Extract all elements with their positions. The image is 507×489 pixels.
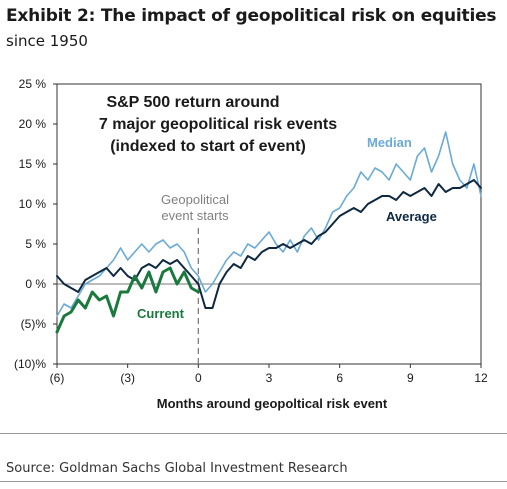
y-tick-label: (10)%: [14, 357, 46, 371]
current-series-label: Current: [137, 306, 185, 321]
bottom-divider: [0, 481, 507, 482]
x-tick-label: (3): [120, 371, 135, 385]
chart-title-line-1: S&P 500 return around: [106, 94, 279, 111]
x-tick-label: 3: [266, 371, 273, 385]
median-series-line: [56, 131, 482, 317]
x-axis-title: Months around geopoltical risk event: [157, 396, 388, 411]
y-tick-label: (5)%: [21, 317, 47, 331]
current-series-line: [55, 266, 200, 334]
y-tick-label: 15 %: [19, 157, 47, 171]
average-series-line: [56, 179, 482, 309]
event-label-line-2: event starts: [161, 208, 229, 223]
exhibit-title: Exhibit 2: The impact of geopolitical ri…: [6, 6, 497, 26]
exhibit-subtitle: since 1950: [6, 32, 88, 50]
source-note: Source: Goldman Sachs Global Investment …: [6, 461, 348, 476]
x-tick-label: 0: [195, 371, 202, 385]
x-tick-label: (6): [50, 371, 65, 385]
chart-title-line-3: (indexed to start of event): [110, 138, 306, 155]
line-chart: 25 % 20 % 15 % 10 % 5 % 0 % (5)% (10)% (6) (3) 0 3 6…: [14, 77, 488, 411]
y-tick-label: 10 %: [19, 197, 47, 211]
y-tick-label: 0 %: [25, 277, 46, 291]
x-tick-label: 9: [407, 371, 414, 385]
average-series-label: Average: [386, 209, 437, 224]
top-divider: [0, 433, 507, 434]
y-tick-label: 5 %: [25, 237, 46, 251]
chart-title-line-2: 7 major geopolitical risk events: [99, 116, 337, 133]
x-tick-label: 12: [474, 371, 488, 385]
x-tick-label: 6: [336, 371, 343, 385]
y-tick-label: 25 %: [19, 77, 47, 91]
event-label-line-1: Geopolitical: [161, 192, 229, 207]
y-tick-label: 20 %: [19, 117, 47, 131]
median-series-label: Median: [367, 135, 412, 150]
